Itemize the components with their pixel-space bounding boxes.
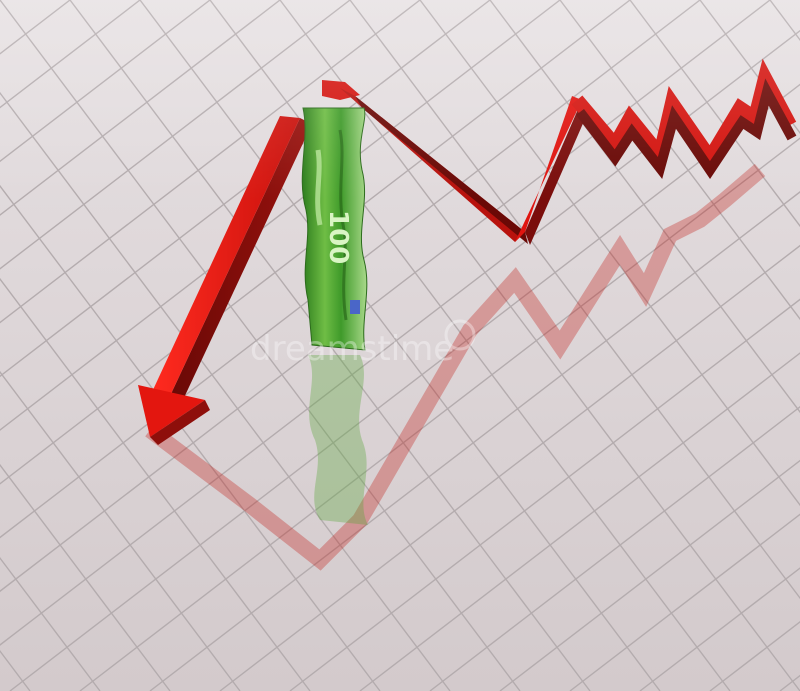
grid-line xyxy=(149,191,800,691)
watermark: dreamstime xyxy=(250,319,476,369)
grid-line xyxy=(289,298,800,691)
watermark-text: dreamstime xyxy=(250,329,454,369)
banknote-denomination: 100 xyxy=(323,210,353,264)
grid-line xyxy=(0,370,241,691)
grid-line xyxy=(0,463,171,691)
grid-line xyxy=(499,459,800,691)
banknote-reflection xyxy=(308,355,368,525)
arrow-reflection xyxy=(145,163,766,571)
grid-line xyxy=(639,567,800,691)
banknote-flag xyxy=(350,300,360,314)
arrow-head xyxy=(138,385,205,437)
grid-line xyxy=(359,352,800,691)
grid-line xyxy=(569,513,800,691)
grid-line xyxy=(429,406,800,691)
grid-line xyxy=(0,184,381,691)
grid-line xyxy=(0,556,101,691)
grid-line xyxy=(219,244,800,691)
grid-line xyxy=(0,277,311,691)
grid-line xyxy=(79,137,800,691)
